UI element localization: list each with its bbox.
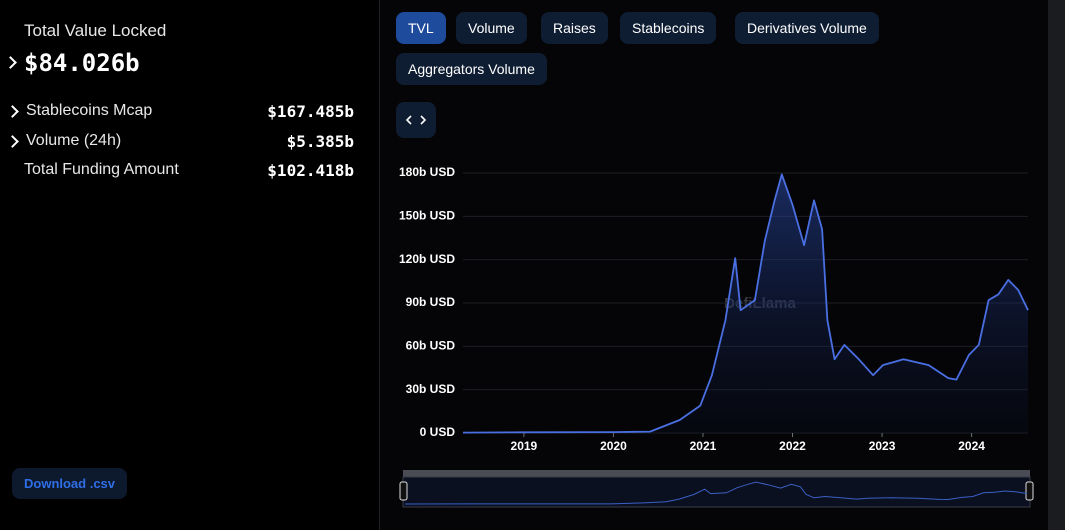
chevron[interactable] [6,105,19,118]
tab[interactable]: Stablecoins [620,12,717,44]
tab[interactable]: Derivatives Volume [735,12,879,44]
tvl-value: $84.026b [24,49,140,77]
tab[interactable]: Volume [456,12,527,44]
tab[interactable]: Raises [541,12,608,44]
download-button[interactable]: Download .csv [12,468,128,499]
metric-value: $5.385b [286,132,354,151]
metric-value: $102.418b [267,161,354,180]
tab[interactable]: TVL [396,12,446,44]
metric-label[interactable]: Stablecoins Mcap [26,102,153,119]
metric-label[interactable]: Volume (24h) [26,132,122,149]
metric-value: $167.485b [267,102,354,121]
metric-label: Total Funding Amount [24,161,179,178]
tvl-label: Total Value Locked [24,21,167,40]
code-icon [405,115,427,125]
sidebar: Total Value Locked $84.026b Stablecoins … [0,0,380,530]
chevron[interactable] [4,56,17,69]
embed-button[interactable] [396,102,436,138]
chevron[interactable] [6,135,19,148]
tab[interactable]: Aggregators Volume [396,53,547,85]
